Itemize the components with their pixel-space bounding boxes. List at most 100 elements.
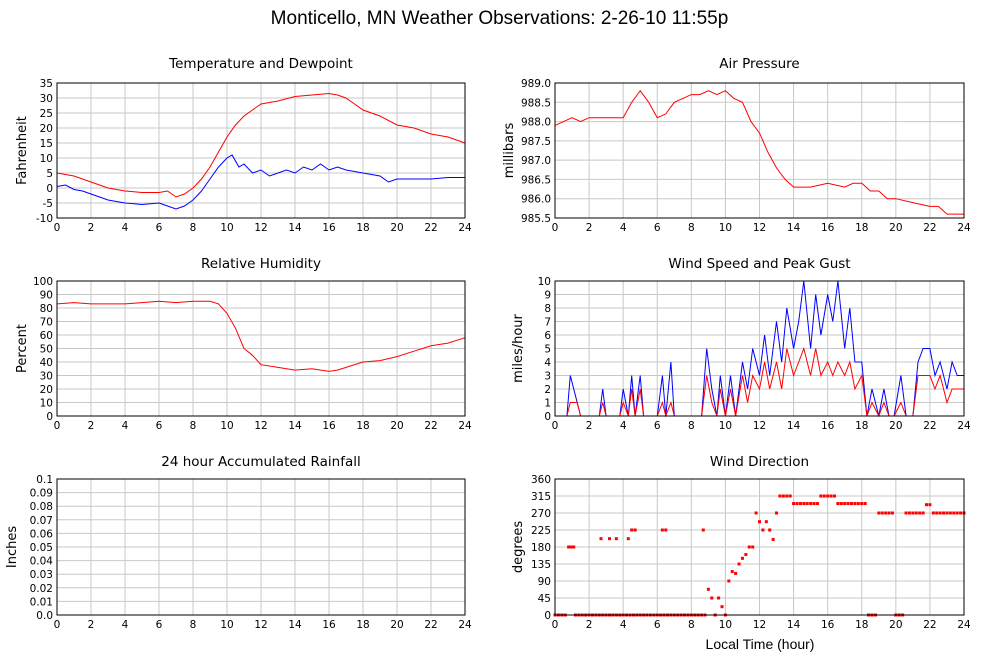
y-tick-label: 0.09 [30,488,53,500]
y-tick-label: 0.06 [30,528,54,540]
x-tick-label: 4 [620,420,627,432]
y-tick-label: -10 [36,213,53,225]
series-line-0 [56,300,466,372]
x-tick-label: 14 [787,222,801,234]
data-point [626,537,630,541]
x-tick-label: 0 [552,222,559,234]
y-tick-label: 0 [544,610,551,622]
data-point [809,502,813,506]
data-point [826,494,830,498]
y-tick-label: 3 [544,371,551,383]
x-tick-label: 14 [787,619,801,631]
data-point [843,502,847,506]
data-point [832,494,836,498]
x-tick-label: 16 [821,420,835,432]
y-tick-label: 0.1 [36,474,53,486]
x-tick-label: 16 [821,222,835,234]
x-tick-label: 6 [654,420,661,432]
data-point [853,502,857,506]
y-tick-label: 0 [544,411,551,423]
y-tick-label: 0 [46,183,53,195]
data-point [778,494,782,498]
data-point [856,502,860,506]
x-tick-label: 24 [458,619,472,631]
y-tick-label: 60 [40,330,53,342]
data-point [887,511,891,515]
x-tick-label: 10 [220,420,233,432]
series-line-0 [56,92,466,198]
page-title: Monticello, MN Weather Observations: 2-2… [270,8,729,29]
data-point [761,528,765,532]
plot-frame [554,478,965,616]
data-point [747,545,751,549]
data-point [754,511,758,515]
data-point [710,596,714,600]
y-axis-label: millibars [502,123,517,179]
y-tick-label: 45 [538,593,551,605]
x-tick-label: 10 [719,619,732,631]
x-tick-label: 22 [424,222,437,234]
y-tick-label: 985.5 [521,213,551,225]
data-point [802,502,806,506]
x-tick-label: 6 [156,619,163,631]
data-point [928,503,932,507]
plot-frame [554,82,965,219]
x-tick-label: 24 [957,619,971,631]
y-axis-label: Fahrenheit [15,116,30,185]
y-tick-label: 360 [531,474,551,486]
x-tick-label: 8 [688,420,695,432]
data-point [819,494,823,498]
y-tick-label: 988.5 [521,97,551,109]
y-tick-label: 80 [40,303,53,315]
data-point [734,571,738,575]
data-point [706,587,710,591]
x-tick-label: 10 [719,420,732,432]
data-point [942,511,946,515]
x-tick-label: 0 [552,619,559,631]
y-tick-label: 50 [40,344,53,356]
data-point [836,502,840,506]
y-tick-label: 90 [40,290,53,302]
y-tick-label: 0.02 [30,583,53,595]
series-line-1 [56,154,465,210]
x-tick-label: 14 [288,222,302,234]
data-point [730,570,734,574]
data-point [798,502,802,506]
x-tick-label: 14 [787,420,801,432]
data-point [630,528,634,532]
x-tick-label: 2 [586,222,593,234]
chart-title: Temperature and Dewpoint [168,56,353,72]
chart-title: Air Pressure [719,56,799,72]
data-point [740,556,744,560]
y-tick-label: 5 [46,168,53,180]
data-point [877,511,881,515]
data-point [660,528,664,532]
x-tick-label: 8 [190,619,197,631]
y-tick-label: 0.05 [30,542,53,554]
x-tick-label: 18 [356,619,369,631]
data-point [717,596,721,600]
plot-frame [56,478,466,616]
plot-frame [554,280,965,417]
x-tick-label: 22 [923,619,936,631]
y-tick-label: 90 [538,576,551,588]
data-point [925,503,929,507]
y-tick-label: -5 [43,198,53,210]
data-point [633,528,637,532]
x-tick-label: 2 [88,619,95,631]
data-point [764,520,768,524]
data-point [914,511,918,515]
x-tick-label: 10 [220,619,233,631]
data-point [846,502,850,506]
data-point [948,511,952,515]
x-tick-label: 6 [654,619,661,631]
y-axis-label: miles/hour [511,313,526,382]
x-tick-label: 12 [254,222,267,234]
x-tick-label: 16 [322,619,336,631]
data-point [758,520,761,524]
y-tick-label: 15 [40,138,53,150]
y-tick-label: 40 [40,357,53,369]
data-point [935,511,939,515]
x-tick-label: 6 [156,222,163,234]
